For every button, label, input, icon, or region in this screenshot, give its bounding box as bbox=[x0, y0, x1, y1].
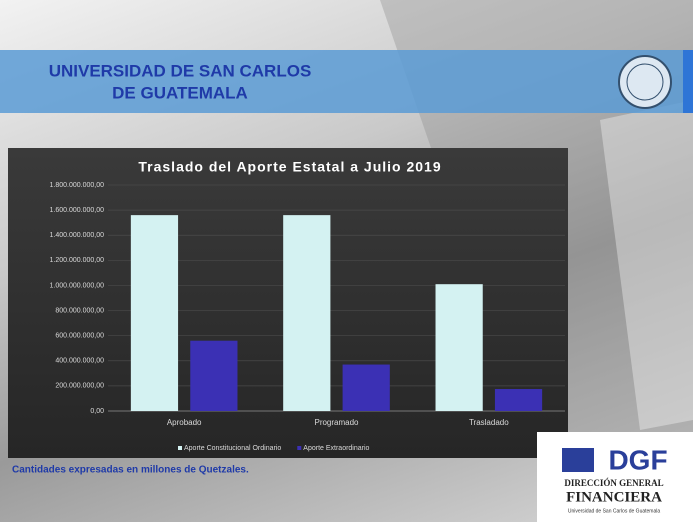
y-tick-label: 1.600.000.000,00 bbox=[50, 207, 105, 214]
seal bbox=[626, 63, 664, 101]
bar bbox=[435, 284, 483, 411]
legend-label: Aporte Constitucional Ordinario bbox=[184, 445, 281, 452]
header-accent bbox=[683, 50, 693, 113]
x-tick-label: Aprobado bbox=[167, 418, 202, 427]
bar bbox=[283, 215, 331, 411]
bar bbox=[190, 340, 238, 411]
bar bbox=[342, 364, 390, 411]
y-tick-label: 1.000.000.000,00 bbox=[50, 282, 105, 289]
y-tick-label: 0,00 bbox=[90, 408, 104, 415]
legend-swatch bbox=[178, 446, 182, 450]
y-tick-label: 1.200.000.000,00 bbox=[50, 257, 105, 264]
x-tick-label: Programado bbox=[314, 418, 359, 427]
header-title: DE GUATEMALA bbox=[112, 83, 248, 102]
legend-swatch bbox=[297, 446, 302, 450]
y-tick-label: 600.000.000,00 bbox=[55, 333, 104, 340]
header-band bbox=[0, 50, 693, 113]
y-tick-label: 200.000.000,00 bbox=[55, 383, 104, 390]
y-tick-label: 400.000.000,00 bbox=[55, 358, 104, 365]
y-tick-label: 800.000.000,00 bbox=[55, 307, 104, 314]
logo-box bbox=[537, 432, 693, 522]
logo-text: FINANCIERA bbox=[566, 489, 662, 505]
bar bbox=[494, 389, 543, 411]
logo-text: DIRECCIÓN GENERAL bbox=[564, 478, 663, 488]
x-tick-label: Trasladado bbox=[469, 418, 509, 427]
logo-acronym: DGF bbox=[608, 444, 667, 475]
y-tick-label: 1.400.000.000,00 bbox=[50, 232, 105, 239]
y-tick-label: 1.800.000.000,00 bbox=[50, 182, 105, 189]
footnote: Cantidades expresadas en millones de Que… bbox=[12, 465, 249, 476]
header-title: UNIVERSIDAD DE SAN CARLOS bbox=[49, 61, 312, 80]
legend-label: Aporte Extraordinario bbox=[303, 445, 369, 452]
bar bbox=[130, 215, 179, 411]
chart-title: Traslado del Aporte Estatal a Julio 2019 bbox=[138, 159, 441, 175]
logo-text: Universidad de San Carlos de Guatemala bbox=[568, 508, 660, 514]
logo-icon bbox=[562, 448, 594, 472]
chart: Traslado del Aporte Estatal a Julio 2019… bbox=[50, 159, 565, 452]
building-shade bbox=[600, 100, 693, 430]
